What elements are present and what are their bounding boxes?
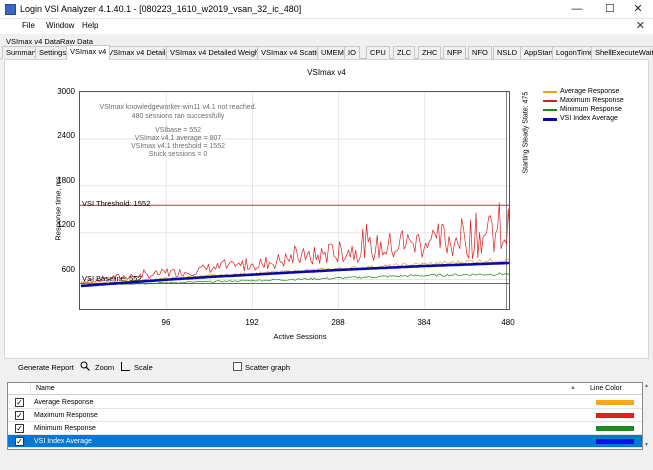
scale-icon[interactable]: [121, 362, 130, 371]
scatter-graph-checkbox[interactable]: [233, 362, 242, 371]
list-header: Name ▲ Line Color: [8, 383, 642, 395]
line-color-swatch[interactable]: [596, 439, 634, 444]
series-row-label: Average Response: [34, 399, 94, 406]
chart-svg: [80, 92, 509, 309]
legend-swatch: [543, 91, 557, 93]
title-bar: Login VSI Analyzer 4.1.40.1 - [080223_16…: [0, 0, 653, 19]
tab-shellexecutewait[interactable]: ShellExecuteWait: [591, 46, 653, 59]
maximize-button[interactable]: ☐: [605, 3, 615, 15]
baseline-label: VSI Baseline: 552: [82, 274, 142, 283]
menu-bar: File Window Help ✕: [0, 19, 653, 34]
series-row[interactable]: ✓ Maximum Response: [8, 409, 642, 422]
series-row[interactable]: ✓ Minimum Response: [8, 422, 642, 435]
series-row-label: Minimum Response: [34, 425, 96, 432]
x-tick-label: 96: [161, 318, 171, 327]
steady-state-label: Starting Steady State: 475: [522, 91, 530, 174]
annotation-sessions: 480 sessions ran successfully: [131, 113, 225, 120]
legend-label: VSI Index Average: [560, 115, 618, 122]
analysis-tabs: Summary Settings VSImax v4 VSImax v4 Det…: [0, 45, 653, 60]
zoom-label[interactable]: Zoom: [95, 363, 115, 372]
y-tick-label: 2400: [57, 131, 75, 140]
threshold-label: VSI Threshold: 1552: [82, 199, 151, 208]
menu-window[interactable]: Window: [46, 21, 75, 30]
y-tick-label: 600: [61, 265, 75, 274]
legend-swatch: [543, 100, 557, 102]
annotation-stuck: Stuck sessions = 0: [148, 151, 208, 158]
line-color-swatch[interactable]: [596, 400, 634, 405]
x-tick-label: 480: [501, 318, 515, 327]
x-tick-label: 384: [417, 318, 431, 327]
menu-file[interactable]: File: [22, 21, 35, 30]
close-button[interactable]: ✕: [633, 3, 643, 15]
window-title: Login VSI Analyzer 4.1.40.1 - [080223_16…: [20, 4, 302, 14]
series-line: [80, 272, 509, 286]
series-line: [80, 202, 509, 284]
legend-swatch: [543, 109, 557, 111]
legend-swatch: [543, 118, 557, 121]
scatter-graph-label[interactable]: Scatter graph: [245, 363, 291, 372]
series-checkbox[interactable]: ✓: [15, 411, 24, 420]
series-checkbox[interactable]: ✓: [15, 398, 24, 407]
legend-label: Maximum Response: [560, 97, 624, 104]
tab-cpu[interactable]: CPU: [366, 46, 390, 59]
column-header-name[interactable]: Name: [36, 385, 55, 392]
chart-controls: Generate Report Zoom Scale Scatter graph: [0, 361, 653, 373]
tab-io[interactable]: IO: [344, 46, 360, 59]
column-header-line-color[interactable]: Line Color: [590, 385, 622, 392]
x-tick-label: 288: [331, 318, 345, 327]
tab-vsimax-v4[interactable]: VSImax v4: [66, 45, 111, 60]
tab-settings[interactable]: Settings: [35, 46, 71, 59]
scroll-down-icon[interactable]: ▼: [644, 442, 649, 448]
annotation-not-reached: VSImax knowledgeworker-win11 v4.1 not re…: [99, 104, 257, 111]
zoom-icon[interactable]: [80, 361, 90, 371]
y-tick-label: 1800: [57, 176, 75, 185]
menu-help[interactable]: Help: [82, 21, 99, 30]
list-scrollbar[interactable]: ▲ ▼: [643, 382, 650, 450]
generate-report-button[interactable]: Generate Report: [18, 363, 74, 372]
app-icon: [5, 4, 16, 15]
x-axis-label: Active Sessions: [273, 332, 327, 341]
legend-label: Average Response: [560, 88, 620, 95]
minimize-button[interactable]: —: [571, 3, 583, 15]
sort-arrow-icon: ▲: [570, 385, 576, 391]
tab-raw-data[interactable]: Raw Data: [60, 37, 93, 46]
y-tick-label: 3000: [57, 87, 75, 96]
column-divider: [30, 383, 31, 395]
annotation-vsibase: VSIbase = 552: [154, 127, 202, 134]
series-row-selected[interactable]: ✓ VSI Index Average: [8, 435, 642, 448]
series-row[interactable]: ✓ Average Response: [8, 396, 642, 409]
line-color-swatch[interactable]: [596, 413, 634, 418]
chart-title: VSImax v4: [307, 68, 346, 77]
scale-label[interactable]: Scale: [134, 363, 153, 372]
line-color-swatch[interactable]: [596, 426, 634, 431]
document-close-icon[interactable]: ✕: [635, 20, 645, 32]
annotation-average: VSImax v4.1 average = 807: [134, 135, 222, 142]
series-row-label: VSI Index Average: [34, 438, 92, 445]
tab-nfo[interactable]: NFO: [468, 46, 492, 59]
series-list: Name ▲ Line Color ✓ Average Response ✓ M…: [7, 382, 643, 450]
annotation-threshold: VSImax v4.1 threshold = 1552: [131, 143, 225, 150]
series-checkbox[interactable]: ✓: [15, 424, 24, 433]
series-row-label: Maximum Response: [34, 412, 98, 419]
tab-zhc[interactable]: ZHC: [418, 46, 442, 59]
plot-area[interactable]: [79, 91, 510, 310]
tab-zlc[interactable]: ZLC: [393, 46, 416, 59]
legend-label: Minimum Response: [560, 106, 622, 113]
series-checkbox[interactable]: ✓: [15, 437, 24, 446]
tab-nfp[interactable]: NFP: [443, 46, 466, 59]
tab-vsimax-v4-data[interactable]: VSImax v4 Data: [6, 37, 61, 46]
scroll-up-icon[interactable]: ▲: [644, 383, 649, 389]
series-line: [80, 261, 509, 288]
y-axis-label: Response time, ms: [53, 176, 63, 241]
y-tick-label: 1200: [57, 220, 75, 229]
tab-nsld[interactable]: NSLD: [493, 46, 522, 59]
x-tick-label: 192: [245, 318, 259, 327]
